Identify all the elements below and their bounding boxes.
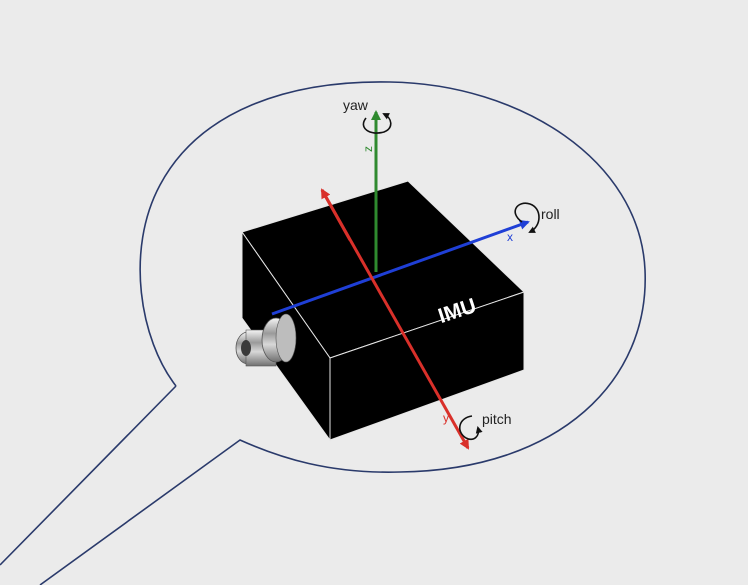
imu-box: IMU bbox=[241, 180, 525, 442]
roll-rotation-icon bbox=[514, 202, 540, 233]
pitch-label: pitch bbox=[482, 411, 512, 427]
x-axis-arrow bbox=[271, 220, 530, 316]
y-axis-letter: y bbox=[443, 411, 449, 425]
yaw-label: yaw bbox=[343, 97, 369, 113]
box-front-face bbox=[329, 291, 525, 441]
speech-bubble bbox=[39, 81, 646, 585]
pitch-rotation-icon bbox=[459, 415, 483, 441]
z-axis-letter: z bbox=[361, 146, 375, 152]
speech-bubble-tail bbox=[0, 385, 177, 566]
roll-label: roll bbox=[541, 206, 560, 222]
yaw-rotation-icon bbox=[362, 113, 392, 134]
connector-icon bbox=[235, 313, 297, 367]
x-axis-letter: x bbox=[507, 230, 513, 244]
y-axis-arrow-back bbox=[320, 188, 352, 241]
